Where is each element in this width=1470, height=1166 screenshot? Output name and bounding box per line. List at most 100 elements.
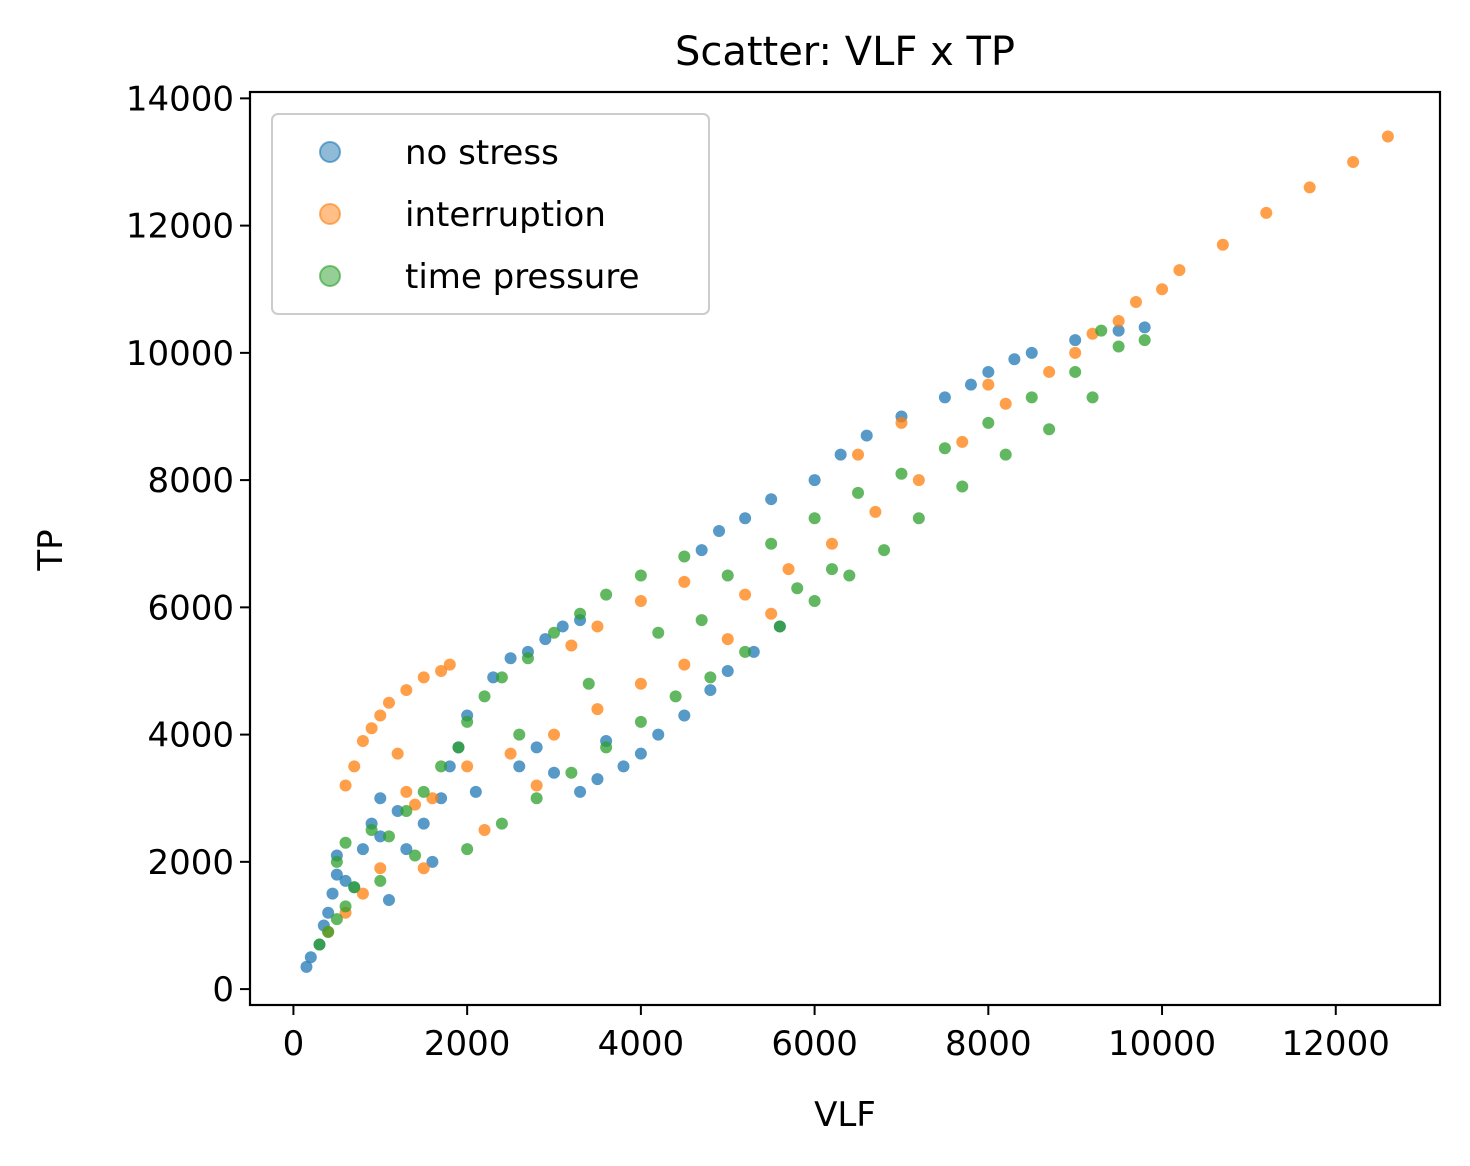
scatter-point [782, 563, 795, 576]
scatter-point [834, 448, 847, 461]
scatter-point [808, 474, 821, 487]
scatter-point [382, 696, 395, 709]
legend: no stress interruption time pressure [271, 113, 710, 315]
scatter-point [339, 836, 352, 849]
x-tick-label: 4000 [598, 1024, 685, 1064]
scatter-point [1112, 340, 1125, 353]
scatter-point [1138, 321, 1151, 334]
scatter-point [695, 544, 708, 557]
scatter-point [304, 951, 317, 964]
scatter-point [843, 569, 856, 582]
scatter-point [678, 709, 691, 722]
scatter-point [382, 830, 395, 843]
scatter-point [356, 843, 369, 856]
scatter-point [339, 874, 352, 887]
scatter-point [1129, 295, 1142, 308]
scatter-point [695, 614, 708, 627]
scatter-point [313, 938, 326, 951]
scatter-point [773, 620, 786, 633]
scatter-point [574, 607, 587, 620]
scatter-point [461, 715, 474, 728]
scatter-point [374, 874, 387, 887]
scatter-point [591, 773, 604, 786]
y-axis: 0 2000 4000 6000 8000 10000 12000 14000 [126, 79, 250, 1010]
scatter-point [435, 664, 448, 677]
scatter-point [895, 416, 908, 429]
scatter-point [852, 448, 865, 461]
legend-marker [319, 265, 341, 287]
scatter-point [652, 626, 665, 639]
scatter-point [565, 639, 578, 652]
scatter-point [452, 741, 465, 754]
scatter-point [426, 855, 439, 868]
scatter-point [982, 378, 995, 391]
scatter-point [409, 849, 422, 862]
scatter-point [417, 817, 430, 830]
plot-frame [248, 90, 1442, 1007]
scatter-point [652, 728, 665, 741]
scatter-point [999, 448, 1012, 461]
scatter-point [582, 677, 595, 690]
scatter-point [565, 766, 578, 779]
scatter-point [1260, 206, 1273, 219]
scatter-point [721, 633, 734, 646]
scatter-point [1086, 391, 1099, 404]
scatter-point [1095, 324, 1108, 337]
scatter-point [591, 620, 604, 633]
scatter-point [356, 887, 369, 900]
scatter-point [982, 416, 995, 429]
y-tick-label: 4000 [147, 716, 234, 756]
scatter-point [1112, 324, 1125, 337]
series-time-pressure [313, 324, 1151, 951]
scatter-point [634, 677, 647, 690]
scatter-point [521, 652, 534, 665]
scatter-point [348, 881, 361, 894]
scatter-point [1025, 391, 1038, 404]
scatter-point [487, 671, 500, 684]
y-tick-label: 2000 [147, 843, 234, 883]
scatter-point [530, 792, 543, 805]
scatter-point [365, 824, 378, 837]
scatter-point [548, 728, 561, 741]
scatter-point [938, 442, 951, 455]
scatter-point [391, 747, 404, 760]
scatter-point [678, 550, 691, 563]
y-tick-label: 0 [212, 970, 234, 1010]
scatter-point [478, 690, 491, 703]
series-interruption [322, 130, 1394, 938]
scatter-point [1069, 346, 1082, 359]
scatter-point [400, 785, 413, 798]
x-axis: 0 2000 4000 6000 8000 10000 12000 [283, 1005, 1390, 1064]
x-tick-label: 8000 [945, 1024, 1032, 1064]
scatter-point [400, 804, 413, 817]
scatter-point [765, 607, 778, 620]
scatter-point [548, 626, 561, 639]
y-tick-label: 6000 [147, 588, 234, 628]
scatter-point [852, 486, 865, 499]
scatter-point [443, 658, 456, 671]
scatter-point [513, 760, 526, 773]
scatter-point [912, 474, 925, 487]
scatter-point [999, 397, 1012, 410]
scatter-point [617, 760, 630, 773]
scatter-point [478, 824, 491, 837]
y-tick-label: 8000 [147, 461, 234, 501]
scatter-point [721, 569, 734, 582]
scatter-point [1216, 238, 1229, 251]
scatter-point [374, 792, 387, 805]
scatter-point [330, 913, 343, 926]
scatter-point [374, 709, 387, 722]
scatter-point [556, 620, 569, 633]
scatter-point [739, 645, 752, 658]
scatter-point [326, 887, 339, 900]
scatter-point [417, 785, 430, 798]
scatter-point [530, 741, 543, 754]
scatter-point [600, 741, 613, 754]
scatter-point [964, 378, 977, 391]
scatter-point [300, 960, 313, 973]
scatter-point [495, 671, 508, 684]
scatter-point [765, 537, 778, 550]
scatter-point [791, 582, 804, 595]
legend-label: interruption [405, 195, 606, 235]
